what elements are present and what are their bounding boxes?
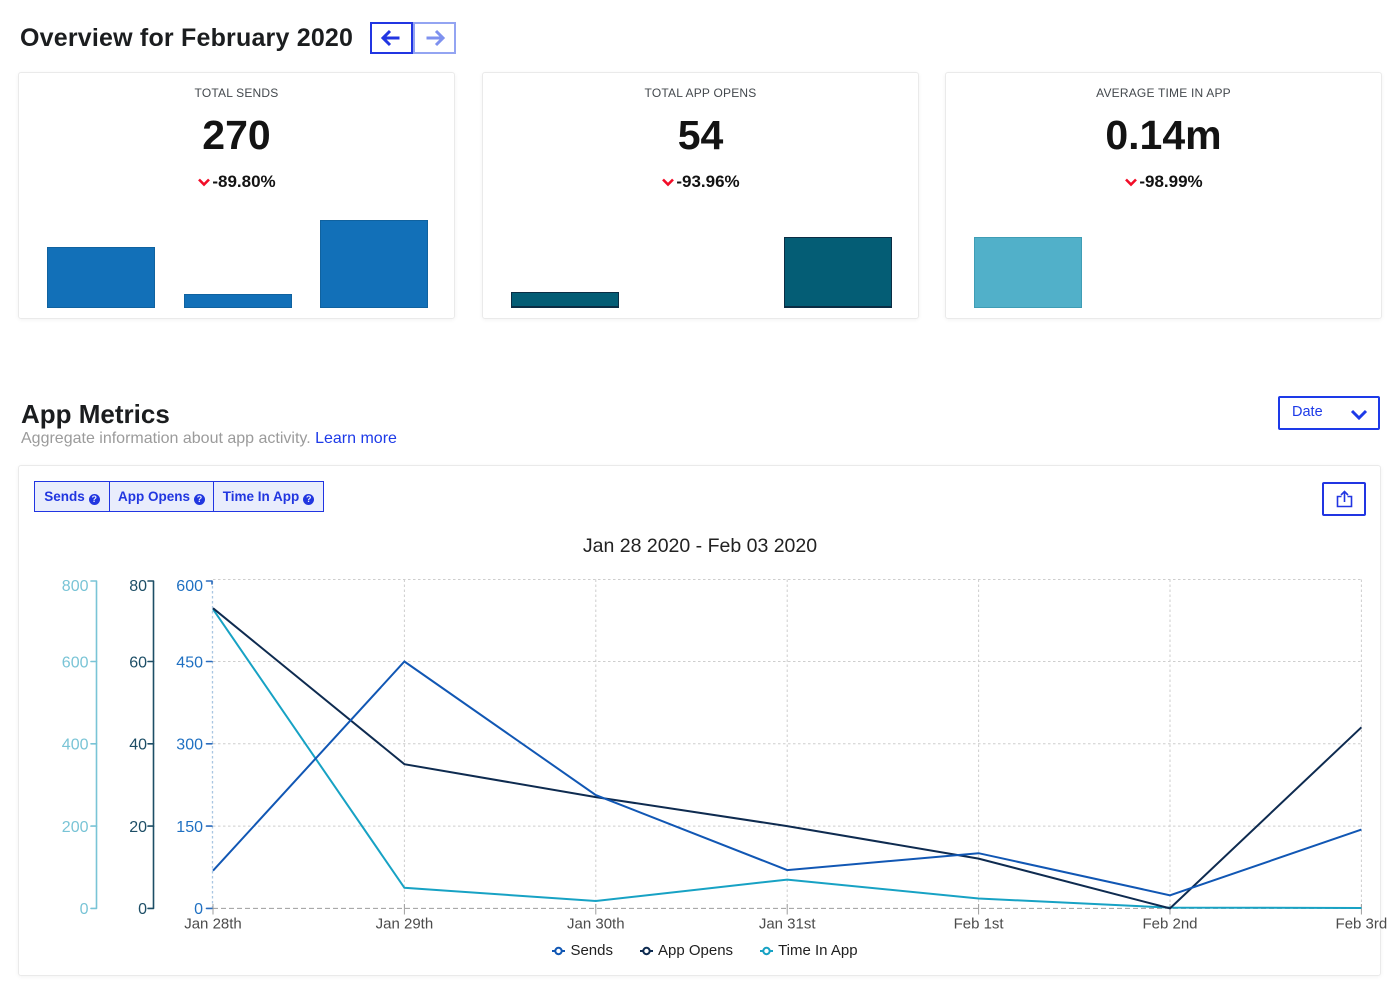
svg-text:400: 400	[62, 737, 89, 754]
svg-text:450: 450	[176, 654, 203, 671]
svg-text:Feb 1st: Feb 1st	[954, 916, 1005, 933]
svg-text:0: 0	[194, 901, 203, 918]
svg-text:Jan 30th: Jan 30th	[567, 916, 625, 933]
svg-text:0: 0	[80, 901, 89, 918]
svg-text:200: 200	[62, 819, 89, 836]
svg-text:0: 0	[138, 901, 147, 918]
svg-text:Feb 3rd: Feb 3rd	[1336, 916, 1388, 933]
svg-text:800: 800	[62, 578, 89, 595]
svg-text:150: 150	[176, 819, 203, 836]
svg-text:20: 20	[129, 819, 147, 836]
svg-text:Jan 28th: Jan 28th	[184, 916, 242, 933]
svg-text:300: 300	[176, 737, 203, 754]
svg-text:Jan 29th: Jan 29th	[376, 916, 434, 933]
svg-text:Feb 2nd: Feb 2nd	[1142, 916, 1197, 933]
svg-text:40: 40	[129, 737, 147, 754]
svg-text:60: 60	[129, 654, 147, 671]
svg-text:Jan 31st: Jan 31st	[759, 916, 817, 933]
svg-text:600: 600	[62, 654, 89, 671]
svg-text:80: 80	[129, 578, 147, 595]
svg-text:600: 600	[176, 578, 203, 595]
